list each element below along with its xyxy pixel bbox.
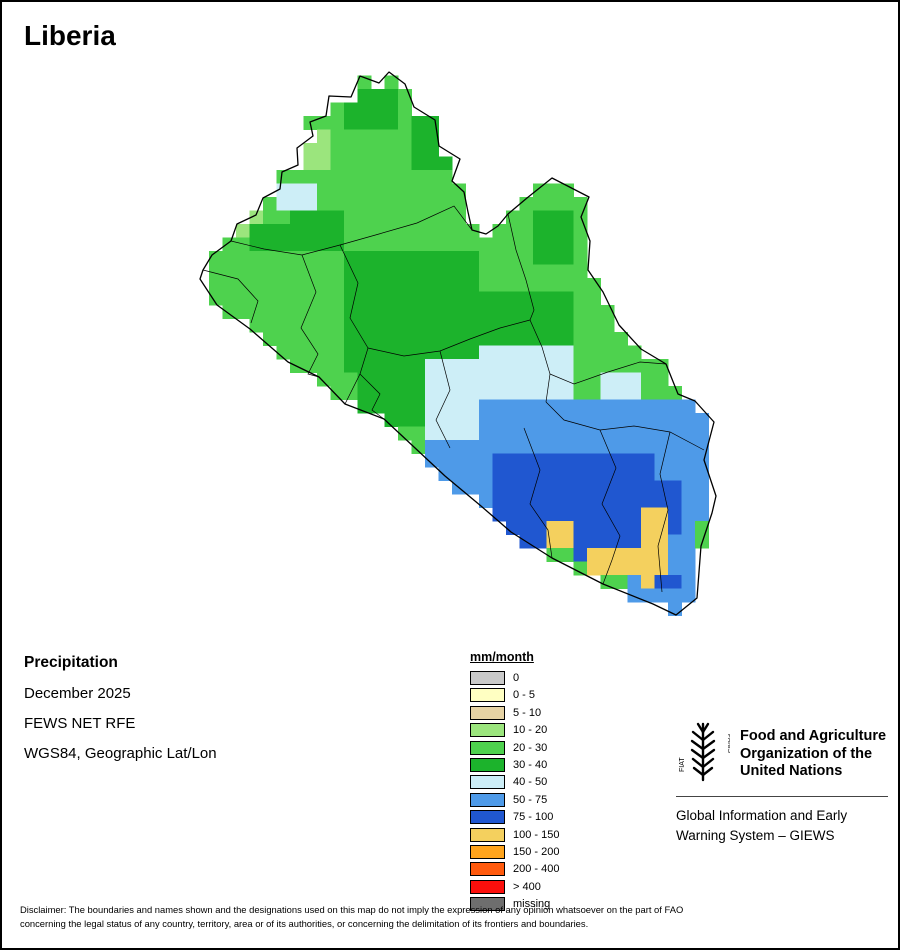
info-source: FEWS NET RFE [24,715,136,732]
legend-swatch [470,688,505,703]
legend-entry: 75 - 100 [470,810,559,825]
legend-swatch [470,757,505,772]
legend-label: 0 - 5 [513,689,536,702]
legend-entry: 20 - 30 [470,740,559,755]
legend-label: 100 - 150 [513,828,560,841]
info-heading: Precipitation [24,654,118,671]
legend-label: 0 [513,672,520,684]
fao-block: FIAT PANIS Food and Agriculture Organiza… [676,722,888,847]
legend-label: 40 - 50 [513,776,548,789]
legend-label: 10 - 20 [513,724,548,737]
disclaimer-text: Disclaimer: The boundaries and names sho… [20,904,684,930]
legend: mm/month 0 0 - 5 5 - 10 10 - 20 20 - 30 30 - … [470,650,559,914]
fao-motto-right: PANIS [726,734,730,754]
page-title: Liberia [24,20,116,51]
legend-entry: 50 - 75 [470,792,559,807]
fao-motto-left: FIAT [679,757,686,772]
legend-entry: > 400 [470,879,559,894]
legend-entry: 30 - 40 [470,757,559,772]
legend-entry: 0 [470,671,559,685]
legend-label: 150 - 200 [513,845,560,858]
legend-swatch [470,705,505,720]
footer-divider [676,796,888,797]
legend-entry: missing [470,897,559,912]
legend-swatch [470,775,505,790]
legend-swatch [470,810,505,825]
legend-entry: 200 - 400 [470,862,560,877]
legend-entry: 10 - 20 [470,723,559,738]
info-projection: WGS84, Geographic Lat/Lon [24,745,217,762]
legend-swatch [470,897,505,912]
legend-label: 5 - 10 [513,706,542,719]
fao-logo-icon: FIAT PANIS [679,722,730,782]
giews-label: Global Information and Early Warning Sys… [676,808,848,844]
legend-swatch [470,792,505,807]
legend-label: 20 - 30 [513,741,548,754]
legend-label: 75 - 100 [513,811,554,824]
legend-label: missing [513,898,551,911]
legend-label: > 400 [513,880,541,893]
legend-swatch [470,844,505,859]
legend-swatch [470,879,505,894]
legend-label: 50 - 75 [513,793,548,806]
map-info-block: Precipitation December 2025 FEWS NET RFE… [24,654,217,762]
info-period: December 2025 [24,685,131,702]
legend-entry: 40 - 50 [470,775,559,790]
legend-swatch [470,723,505,738]
legend-entry: 100 - 150 [470,827,560,842]
legend-entry: 0 - 5 [470,688,559,703]
legend-label: 200 - 400 [513,863,560,876]
legend-entry: 5 - 10 [470,705,559,720]
legend-title: mm/month [470,650,534,664]
fao-org-name: Food and Agriculture Organization of the… [740,728,887,780]
legend-entry: 150 - 200 [470,844,560,859]
legend-entries: 0 0 - 5 5 - 10 10 - 20 20 - 30 30 - 40 40 - 50… [470,671,560,912]
legend-label: 30 - 40 [513,758,548,771]
legend-swatch [470,827,505,842]
legend-swatch [470,740,505,755]
legend-swatch [470,862,505,877]
legend-swatch [470,671,505,685]
